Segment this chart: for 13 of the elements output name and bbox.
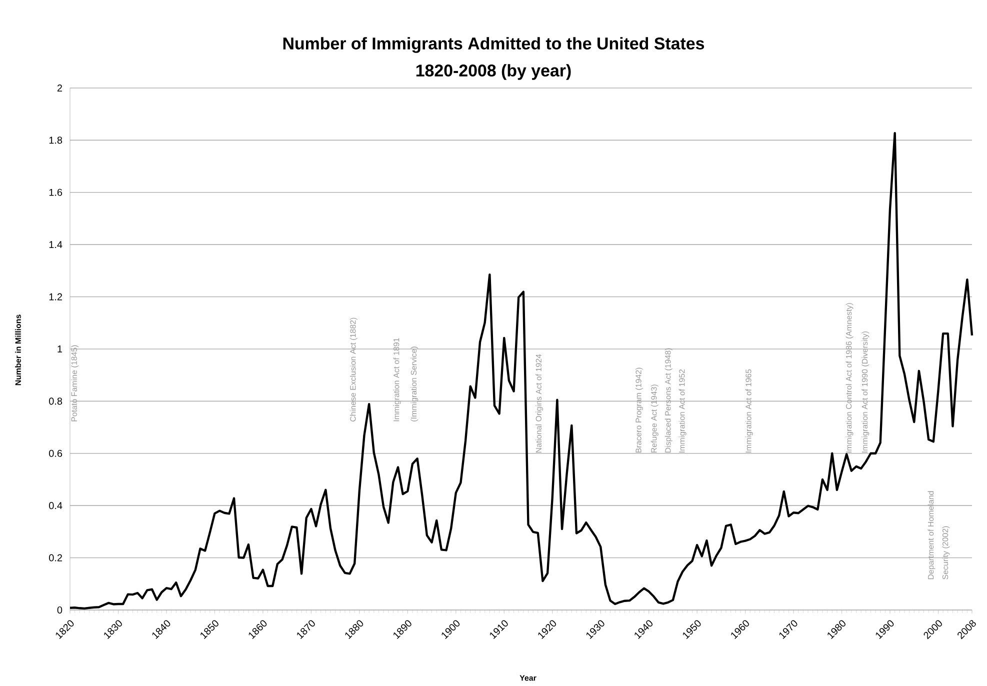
y-tick-label: 1 bbox=[58, 346, 62, 352]
y-tick-label: 0.4 bbox=[49, 502, 62, 510]
y-tick-label: 0.2 bbox=[49, 554, 62, 562]
y-tick-label: 0.8 bbox=[49, 398, 62, 405]
y-tick-label: 1.2 bbox=[49, 293, 62, 300]
y-tick-label: 1.4 bbox=[49, 241, 62, 248]
chart-title: Number of Immigrants Admitted to the United States bbox=[283, 37, 704, 53]
y-tick-label: 1.6 bbox=[49, 188, 62, 196]
chart-subtitle: 1820-2008 (by year) bbox=[416, 64, 571, 80]
y-tick-label: 0 bbox=[57, 606, 62, 614]
y-tick-label: 0.6 bbox=[49, 450, 62, 457]
y-tick-label: 1.8 bbox=[49, 136, 62, 144]
y-tick-label: 2 bbox=[57, 84, 62, 92]
